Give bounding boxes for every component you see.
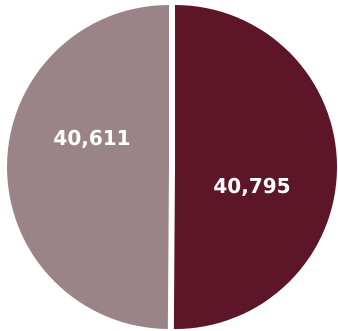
slice-label: 40,611 bbox=[53, 126, 130, 150]
pie-slice bbox=[7, 4, 170, 329]
pie-slice bbox=[173, 5, 338, 330]
slice-label: 40,795 bbox=[213, 174, 290, 198]
